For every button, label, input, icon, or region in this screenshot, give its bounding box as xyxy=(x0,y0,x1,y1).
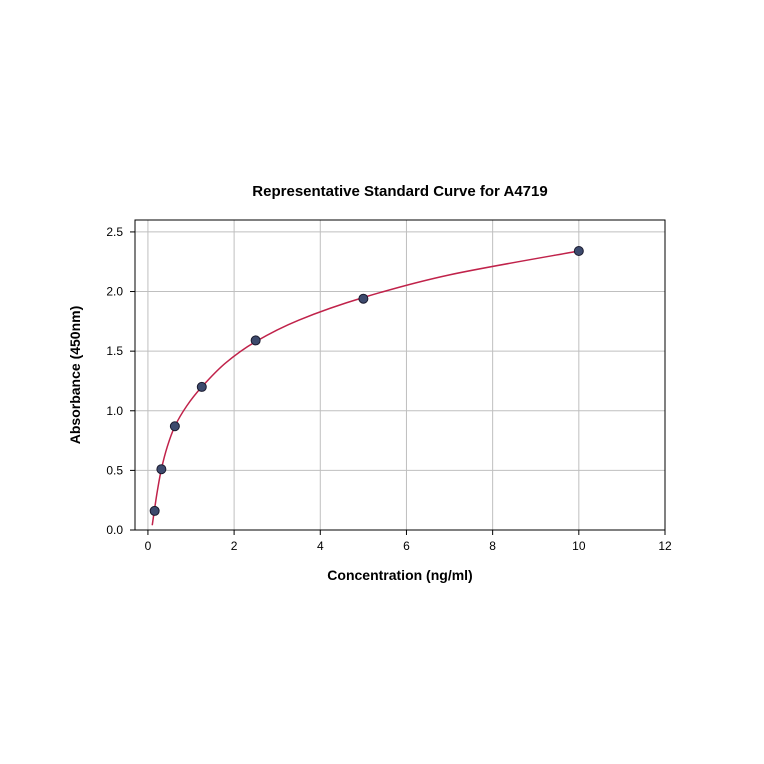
x-tick-label: 2 xyxy=(231,539,238,553)
chart-container: 0 2 4 6 8 10 12 0.0 0.5 1.0 1.5 2.0 2.5 Representativ… xyxy=(0,0,764,764)
x-tick-label: 4 xyxy=(317,539,324,553)
y-tick-label: 0.5 xyxy=(106,463,123,477)
x-axis-label: Concentration (ng/ml) xyxy=(327,567,472,583)
x-tick-label: 0 xyxy=(145,539,152,553)
y-tick-label: 1.0 xyxy=(106,404,123,418)
x-tick-label: 8 xyxy=(489,539,496,553)
x-tick-label: 6 xyxy=(403,539,410,553)
data-marker xyxy=(157,465,166,474)
data-marker xyxy=(150,506,159,515)
y-axis-label: Absorbance (450nm) xyxy=(67,306,83,444)
x-tick-label: 10 xyxy=(572,539,586,553)
y-tick-label: 0.0 xyxy=(106,523,123,537)
data-marker xyxy=(197,382,206,391)
x-tick-label: 12 xyxy=(658,539,672,553)
data-marker xyxy=(251,336,260,345)
y-tick-label: 2.0 xyxy=(106,285,123,299)
chart-title: Representative Standard Curve for A4719 xyxy=(252,183,547,200)
chart-background xyxy=(0,0,764,764)
y-tick-label: 1.5 xyxy=(106,344,123,358)
standard-curve-chart: 0 2 4 6 8 10 12 0.0 0.5 1.0 1.5 2.0 2.5 Representativ… xyxy=(0,0,764,764)
data-marker xyxy=(170,422,179,431)
y-tick-label: 2.5 xyxy=(106,225,123,239)
data-marker xyxy=(574,247,583,256)
data-marker xyxy=(359,294,368,303)
